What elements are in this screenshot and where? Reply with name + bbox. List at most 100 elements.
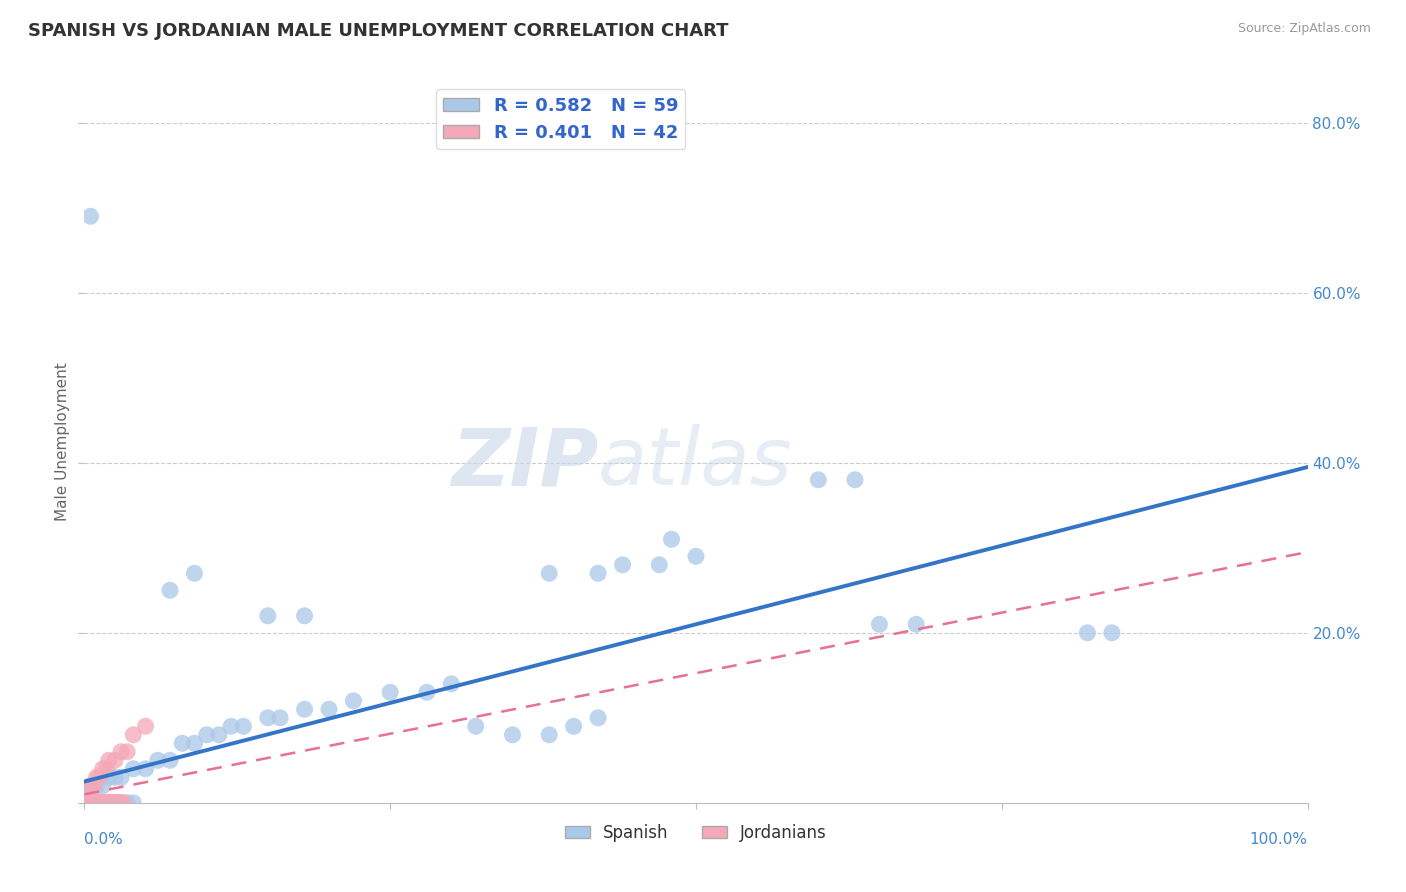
Point [97, 770, 120, 784]
Point [807, 473, 830, 487]
Point [112, 796, 135, 810]
Point [79, 796, 101, 810]
Point [76, 787, 98, 801]
Point [219, 719, 242, 733]
Point [159, 753, 181, 767]
Point [380, 685, 402, 699]
Point [232, 719, 254, 733]
Point [538, 566, 561, 581]
Point [96, 796, 118, 810]
Point [97, 796, 120, 810]
Point [83, 779, 105, 793]
Point [612, 558, 634, 572]
Point [648, 558, 671, 572]
Point [1076, 625, 1098, 640]
Point [79, 796, 101, 810]
Point [269, 711, 291, 725]
Point [110, 796, 132, 810]
Point [159, 583, 181, 598]
Point [294, 608, 316, 623]
Point [89, 796, 111, 810]
Point [91, 796, 114, 810]
Point [416, 685, 439, 699]
Point [84, 796, 107, 810]
Point [86, 770, 108, 784]
Point [96, 762, 118, 776]
Point [342, 694, 364, 708]
Point [172, 736, 194, 750]
Point [80, 796, 103, 810]
Text: 100.0%: 100.0% [1250, 831, 1308, 847]
Point [208, 728, 231, 742]
Text: ZIP: ZIP [451, 425, 598, 502]
Point [122, 796, 145, 810]
Point [91, 796, 114, 810]
Point [318, 702, 340, 716]
Point [110, 770, 132, 784]
Point [103, 796, 125, 810]
Point [183, 736, 205, 750]
Point [73, 796, 96, 810]
Point [110, 796, 132, 810]
Point [104, 796, 127, 810]
Point [464, 719, 486, 733]
Point [86, 796, 108, 810]
Point [79, 787, 101, 801]
Point [294, 702, 316, 716]
Point [685, 549, 707, 564]
Text: Source: ZipAtlas.com: Source: ZipAtlas.com [1237, 22, 1371, 36]
Point [87, 770, 110, 784]
Point [96, 796, 118, 810]
Point [76, 796, 98, 810]
Point [94, 796, 117, 810]
Point [586, 566, 609, 581]
Point [105, 796, 128, 810]
Point [77, 796, 100, 810]
Point [586, 711, 609, 725]
Point [100, 796, 122, 810]
Point [661, 533, 683, 547]
Point [195, 728, 218, 742]
Point [104, 753, 127, 767]
Text: atlas: atlas [598, 425, 793, 502]
Point [257, 711, 280, 725]
Point [97, 796, 120, 810]
Point [86, 796, 108, 810]
Text: SPANISH VS JORDANIAN MALE UNEMPLOYMENT CORRELATION CHART: SPANISH VS JORDANIAN MALE UNEMPLOYMENT C… [28, 22, 728, 40]
Point [98, 796, 121, 810]
Point [86, 779, 108, 793]
Point [83, 796, 105, 810]
Point [122, 728, 145, 742]
Point [110, 745, 132, 759]
Point [87, 796, 110, 810]
Point [82, 796, 104, 810]
Point [115, 745, 138, 759]
Point [135, 719, 157, 733]
Point [538, 728, 561, 742]
Point [107, 796, 129, 810]
Point [905, 617, 928, 632]
Point [93, 796, 115, 810]
Point [1101, 625, 1123, 640]
Point [77, 796, 100, 810]
Point [87, 796, 110, 810]
Point [79, 779, 101, 793]
Legend: Spanish, Jordanians: Spanish, Jordanians [558, 817, 834, 848]
Point [97, 753, 120, 767]
Point [97, 796, 120, 810]
Point [135, 762, 157, 776]
Point [844, 473, 866, 487]
Point [122, 762, 145, 776]
Text: 0.0%: 0.0% [84, 831, 124, 847]
Point [115, 796, 138, 810]
Point [502, 728, 524, 742]
Y-axis label: Male Unemployment: Male Unemployment [55, 362, 70, 521]
Point [440, 677, 463, 691]
Point [105, 796, 128, 810]
Point [79, 779, 101, 793]
Point [869, 617, 891, 632]
Point [104, 770, 127, 784]
Point [183, 566, 205, 581]
Point [101, 796, 124, 810]
Point [90, 796, 112, 810]
